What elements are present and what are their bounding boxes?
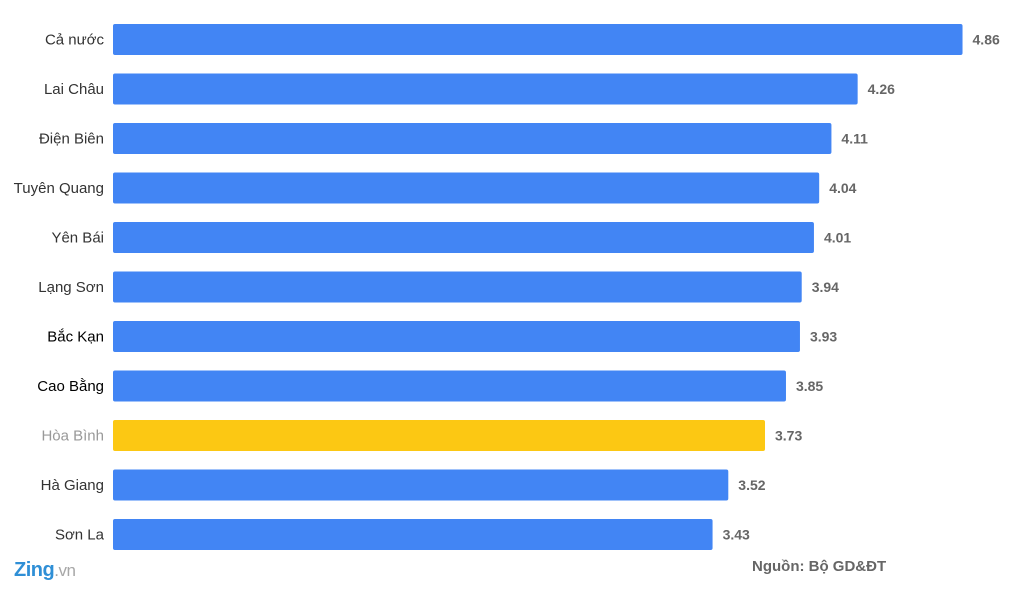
value-label-lai-chau: 4.26 [868,81,895,97]
category-label-lai-chau: Lai Châu [44,81,104,98]
bar-bac-kan [113,321,800,352]
bar-hoa-binh [113,420,766,451]
category-label-lang-son: Lạng Sơn [38,279,104,296]
bar-yen-bai [113,222,814,253]
zing-logo: Zing.vn [14,559,76,582]
bar-lang-son [113,271,802,303]
bar-son-la [113,519,713,550]
bar-cao-bang [113,370,786,402]
category-label-ca-nuoc: Cả nước [45,32,105,49]
logo-brand: Zing [14,559,55,581]
category-label-hoa-binh: Hòa Bình [41,428,104,445]
bar-tuyen-quang [113,172,820,204]
category-label-bac-kan: Bắc Kạn [47,329,104,346]
value-label-tuyen-quang: 4.04 [829,180,856,196]
bar-lai-chau [113,73,858,105]
bar-dien-bien [113,123,832,154]
bar-ca-nuoc [113,24,963,55]
value-label-ha-giang: 3.52 [738,477,765,493]
logo-tld: .vn [54,561,76,580]
value-label-ca-nuoc: 4.86 [973,32,1000,48]
category-label-ha-giang: Hà Giang [41,477,104,494]
value-label-cao-bang: 3.85 [796,378,823,394]
category-label-yen-bai: Yên Bái [51,230,104,247]
category-label-cao-bang: Cao Bằng [37,378,104,395]
category-label-dien-bien: Điện Biên [39,131,104,148]
category-label-son-la: Sơn La [55,527,105,544]
value-label-bac-kan: 3.93 [810,329,837,345]
value-label-lang-son: 3.94 [812,279,839,295]
value-label-son-la: 3.43 [723,527,750,543]
category-label-tuyen-quang: Tuyên Quang [14,180,104,197]
bar-ha-giang [113,469,729,501]
value-label-hoa-binh: 3.73 [775,428,802,444]
source-note: Nguồn: Bộ GD&ĐT [752,558,887,575]
value-label-dien-bien: 4.11 [841,131,868,147]
value-label-yen-bai: 4.01 [824,230,851,246]
